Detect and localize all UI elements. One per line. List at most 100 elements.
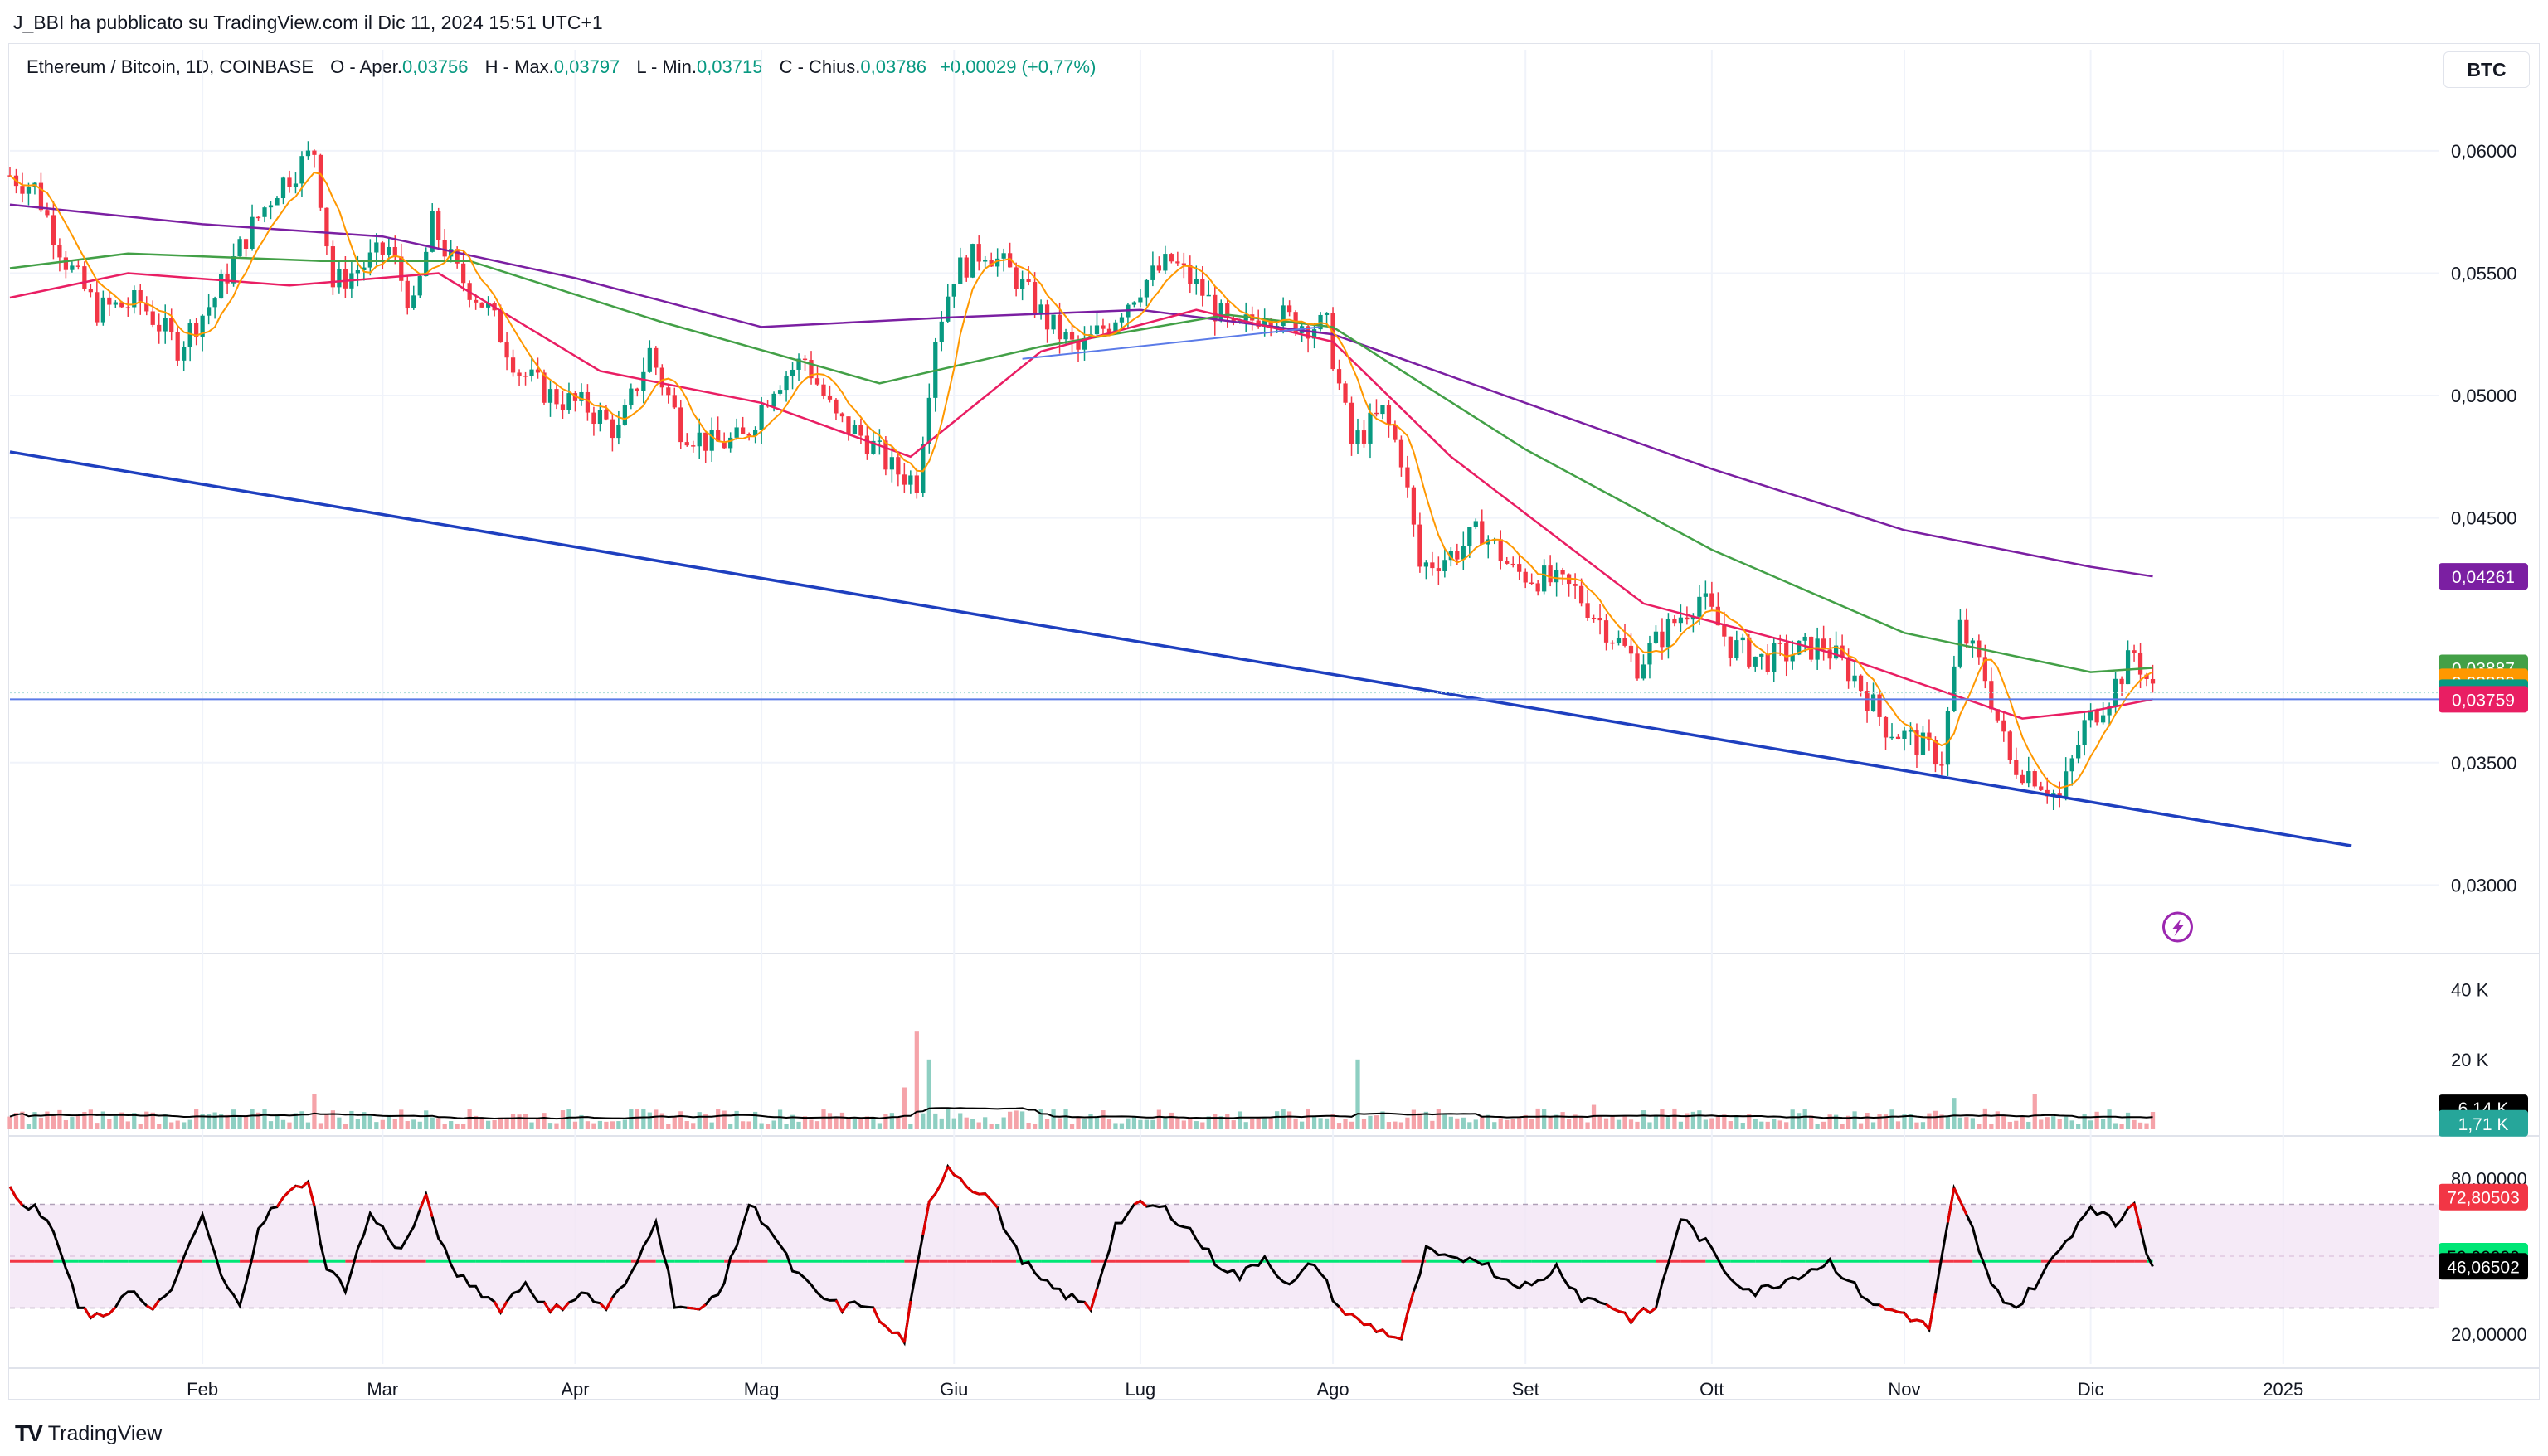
volume-bar — [622, 1119, 627, 1129]
candle-body — [299, 156, 304, 184]
rsi-extreme-segment — [872, 1307, 881, 1323]
rsi-extreme-segment — [1345, 1313, 1352, 1316]
volume-bar — [1480, 1115, 1485, 1129]
volume-bar — [926, 1059, 931, 1129]
volume-bar — [442, 1124, 447, 1129]
volume-bar — [921, 1113, 926, 1129]
volume-bar — [889, 1113, 894, 1129]
candle-body — [1343, 383, 1348, 403]
volume-bar — [1995, 1111, 2000, 1129]
volume-bar — [293, 1113, 299, 1129]
candle-body — [231, 256, 236, 284]
volume-bar — [852, 1119, 858, 1129]
candle-body — [1970, 640, 1975, 644]
volume-bar — [1740, 1123, 1745, 1129]
volume-bar — [411, 1119, 416, 1129]
candle-body — [2076, 745, 2081, 759]
candle-body — [504, 342, 509, 358]
volume-bar — [2137, 1122, 2143, 1129]
volume-bar — [641, 1108, 646, 1129]
rsi-extreme-segment — [275, 1196, 284, 1208]
volume-bar — [169, 1122, 174, 1129]
volume-bar — [1430, 1120, 1435, 1129]
candle-body — [144, 303, 149, 312]
ma-red-badge: 0,03759 — [2452, 691, 2515, 710]
volume-bar — [1069, 1124, 1075, 1129]
volume-bar — [1865, 1113, 1870, 1129]
candle-body — [1635, 653, 1640, 679]
candle-body — [716, 430, 721, 442]
rsi-extreme-segment — [1642, 1307, 1651, 1314]
volume-bar — [212, 1112, 217, 1129]
currency-button[interactable]: BTC — [2443, 51, 2530, 88]
volume-bar — [405, 1121, 410, 1129]
volume-bar — [1293, 1118, 1298, 1129]
volume-bar — [908, 1124, 913, 1129]
candle-body — [1306, 326, 1310, 339]
candle-body — [1529, 582, 1534, 584]
trendline — [9, 450, 2352, 847]
volume-bar — [1927, 1113, 1932, 1129]
time-tick-label: Ago — [1316, 1379, 1349, 1400]
candle-body — [1480, 521, 1485, 545]
candle-body — [1020, 279, 1025, 289]
candle-body — [2082, 720, 2087, 745]
volume-bar — [2007, 1121, 2012, 1129]
volume-bar — [2144, 1123, 2149, 1129]
candle-body — [1759, 653, 1764, 657]
volume-bar — [1542, 1109, 1547, 1129]
candle-body — [914, 475, 919, 493]
symbol-name[interactable]: Ethereum / Bitcoin, 1D, COINBASE — [27, 56, 314, 77]
volume-bar — [2001, 1115, 2006, 1129]
volume-bar — [1423, 1111, 1428, 1129]
candle-body — [1194, 279, 1199, 284]
volume-bar — [983, 1117, 988, 1129]
low-label: L - Min. — [636, 56, 697, 77]
volume-bar — [1386, 1122, 1392, 1129]
volume-bar — [2020, 1116, 2025, 1129]
rsi-line — [8, 1163, 2154, 1347]
volume-bar — [1889, 1109, 1894, 1129]
rsi-extreme-segment — [1649, 1307, 1657, 1314]
candle-body — [1082, 337, 1087, 350]
candle-body — [1380, 405, 1385, 415]
candle-body — [449, 249, 454, 257]
candle-body — [380, 242, 385, 255]
volume-bar — [2051, 1116, 2056, 1129]
volume-bar — [63, 1120, 69, 1129]
volume-bar — [1088, 1114, 1093, 1129]
rsi-extreme-segment — [693, 1307, 700, 1311]
volume-bar — [150, 1112, 155, 1129]
candle-body — [1181, 263, 1186, 265]
volume-bar — [343, 1124, 348, 1129]
volume-bar — [231, 1109, 236, 1129]
candle-body — [771, 393, 776, 407]
candle-body — [939, 321, 944, 342]
volume-bar — [182, 1122, 187, 1129]
candle-body — [2064, 771, 2069, 797]
candle-body — [343, 269, 348, 289]
rsi-extreme-segment — [96, 1312, 104, 1318]
time-tick-label: Apr — [561, 1379, 589, 1400]
candle-body — [424, 251, 429, 277]
rsi-level-badge: 72,80503 — [2447, 1189, 2520, 1208]
rsi-extreme-segment — [959, 1177, 968, 1187]
volume-bar — [902, 1087, 907, 1129]
volume-bar — [722, 1110, 727, 1129]
candle-body — [1933, 740, 1938, 765]
volume-bar — [517, 1114, 522, 1129]
volume-bar — [305, 1122, 311, 1129]
volume-bar — [1765, 1121, 1770, 1129]
time-tick-label: Set — [1512, 1379, 1539, 1400]
candle-body — [1945, 711, 1951, 765]
volume-bar — [1883, 1114, 1889, 1129]
publisher-line: J_BBI ha pubblicato su TradingView.com i… — [13, 12, 603, 33]
volume-bar — [1461, 1117, 1466, 1129]
rsi-extreme-segment — [8, 1186, 17, 1199]
candle-body — [995, 258, 1000, 267]
candle-body — [392, 246, 397, 257]
candle-body — [647, 347, 652, 372]
candle-body — [1188, 265, 1193, 284]
candle-body — [728, 437, 733, 449]
